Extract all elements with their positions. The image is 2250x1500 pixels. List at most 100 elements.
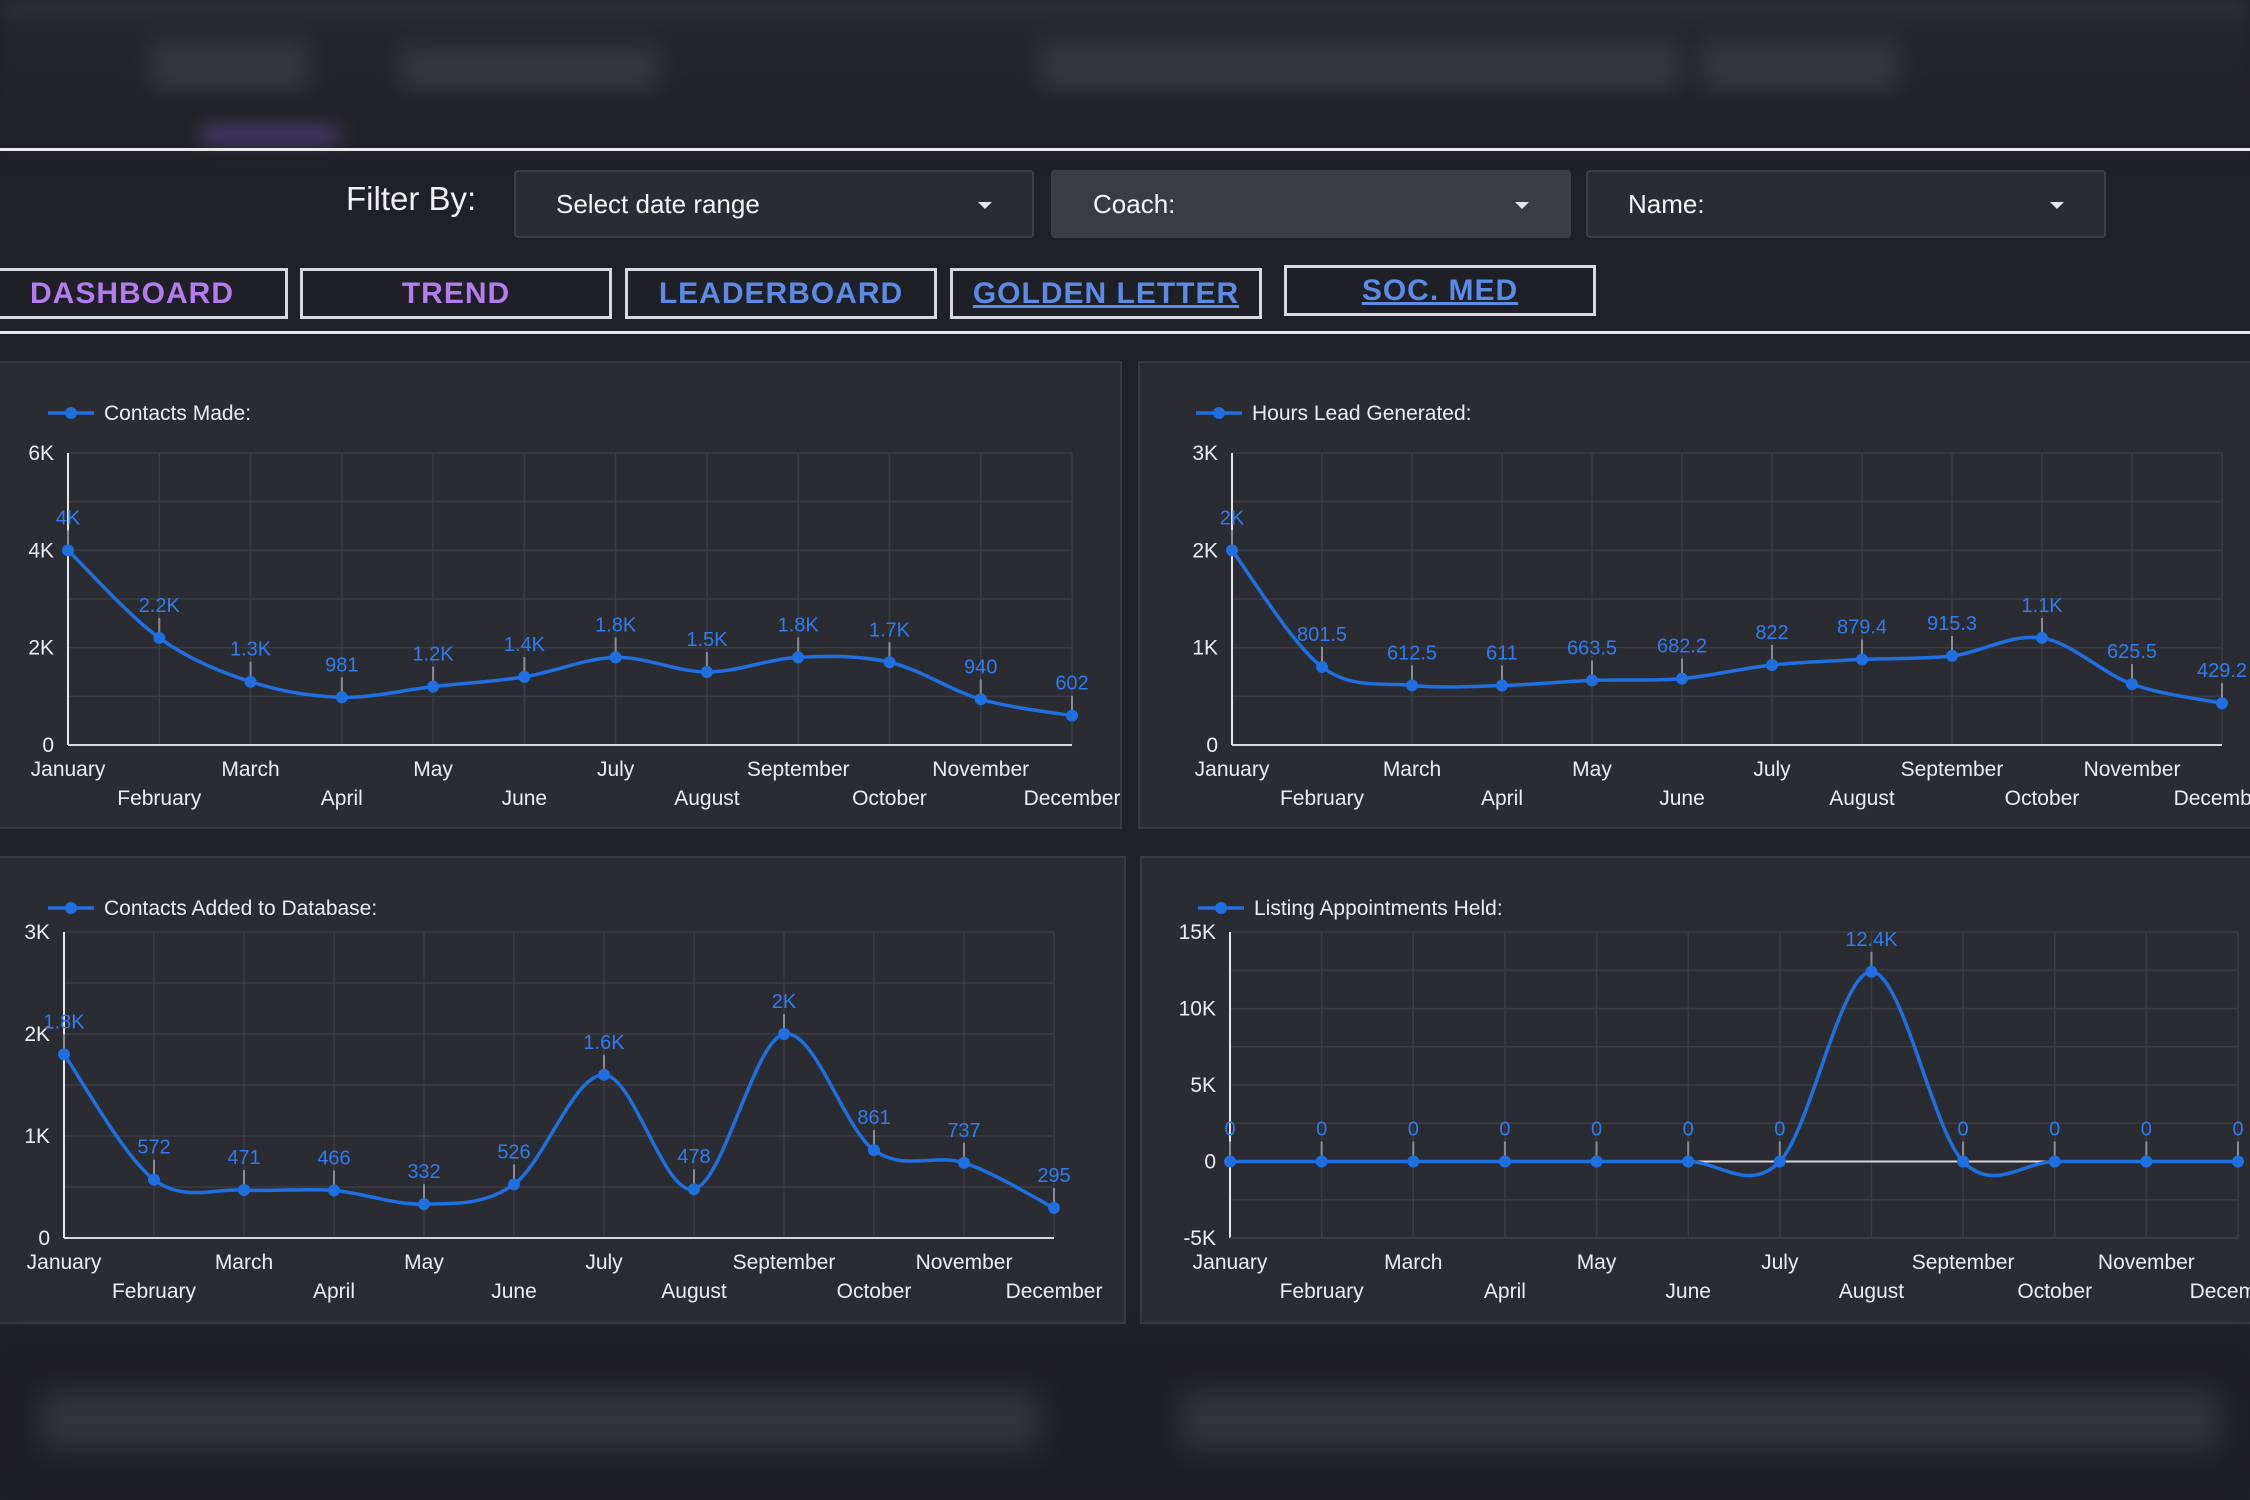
data-label: 4K [56,507,81,529]
name-label: Name: [1628,188,1705,219]
y-tick-label: 4K [28,539,54,562]
contacts-added-chart: 0 1K 2K 3K January February March April May June J… [24,897,1103,1303]
data-point [883,656,896,669]
data-label: 625.5 [2107,641,2157,663]
grid [1229,931,2239,1239]
y-tick-label: 0 [38,1227,50,1250]
data-label: 663.5 [1567,637,1617,659]
name-dropdown[interactable]: Name: [1586,170,2106,238]
x-tick-label: December [2190,1280,2250,1303]
x-tick-label: February [117,787,202,810]
y-tick-label: 10K [1179,998,1216,1021]
data-point [598,1068,610,1081]
series-line [62,1032,1055,1210]
data-point [328,1184,340,1197]
data-label: 466 [317,1147,350,1169]
data-point [974,693,987,706]
x-tick-label: April [321,787,363,810]
data-label: 0 [1408,1119,1419,1141]
data-point [62,544,74,557]
data-point [1865,965,1878,978]
x-tick-label: July [1753,758,1791,781]
data-point [1226,544,1238,557]
data-point [1676,672,1688,685]
data-label: 1.8K [43,1011,85,1033]
nav-leaderboard-button[interactable]: LEADERBOARD [625,268,937,319]
data-point [1048,1201,1060,1214]
data-label: 602 [1055,673,1088,695]
data-label: 295 [1037,1165,1070,1187]
data-label: 526 [497,1141,530,1163]
y-tick-label: 15K [1179,921,1216,944]
x-tick-label: December [1006,1280,1103,1303]
chevron-down-icon [978,202,992,209]
data-label: 12.4K [1845,929,1898,951]
data-label: 0 [1591,1119,1602,1141]
x-tick-label: February [112,1280,197,1303]
data-point [2048,1155,2061,1168]
legend-marker [65,407,77,419]
data-label: 981 [325,654,358,676]
date-range-dropdown[interactable]: Select date range [514,170,1034,238]
data-point [688,1183,700,1196]
data-label: 2K [1220,507,1245,529]
x-tick-label: November [932,758,1029,781]
x-tick-label: September [733,1251,836,1274]
x-tick-label: July [1761,1251,1799,1274]
x-tick-label: January [1193,1251,1268,1274]
series-line [66,549,1073,718]
top-divider [0,148,2250,151]
data-label: 0 [1224,1119,1235,1141]
data-point [1590,1155,1603,1168]
x-tick-label: March [215,1251,273,1274]
nav-soc-med-button[interactable]: SOC. MED [1284,265,1596,316]
x-tick-label: May [413,758,453,781]
data-label: 1.5K [686,629,728,651]
y-tick-label: 1K [24,1125,50,1148]
x-tick-label: October [837,1280,912,1303]
nav-label: GOLDEN LETTER [972,276,1240,310]
data-label: 2K [772,991,797,1013]
data-point [2232,1155,2244,1168]
x-tick-label: December [2174,787,2250,810]
data-point [153,631,166,644]
x-tick-label: January [1195,758,1270,781]
nav-dashboard-button[interactable]: DASHBOARD [0,268,288,319]
nav-golden-letter-button[interactable]: GOLDEN LETTER [950,268,1262,319]
x-tick-label: December [1024,787,1121,810]
data-point [1773,1155,1786,1168]
data-label: 0 [1683,1119,1694,1141]
data-point [2036,631,2048,644]
x-tick-label: February [1280,1280,1365,1303]
nav-trend-button[interactable]: TREND [300,268,612,319]
data-point [1957,1155,1970,1168]
data-point [1766,658,1778,671]
data-point [508,1178,520,1191]
data-point [238,1183,250,1196]
chart-panel-hours-lead-generated: 0 1K 2K 3K January February March April May June J… [1138,361,2250,829]
x-tick-label: July [585,1251,623,1274]
data-point [418,1198,430,1211]
series-line [1230,549,2223,705]
coach-dropdown[interactable]: Coach: [1051,170,1571,238]
data-label: 940 [964,656,997,678]
nav-label: SOC. MED [1361,273,1519,307]
legend-label: Listing Appointments Held: [1254,897,1503,920]
data-point [1407,1155,1420,1168]
data-label: 1.7K [869,619,911,641]
x-tick-label: April [1481,787,1523,810]
nav-label: LEADERBOARD [658,276,904,310]
x-tick-label: January [31,758,106,781]
x-tick-label: November [2084,758,2181,781]
data-label: 0 [2232,1119,2243,1141]
y-tick-label: 1K [1192,637,1218,660]
x-tick-label: March [1383,758,1441,781]
data-label: 915.3 [1927,613,1977,635]
data-label: 429.2 [2197,660,2247,682]
data-point [1406,679,1418,692]
data-point [792,651,805,664]
data-point [958,1156,970,1169]
x-tick-label: August [661,1280,727,1303]
data-label: 611 [1486,643,1518,665]
data-point [2216,697,2228,710]
